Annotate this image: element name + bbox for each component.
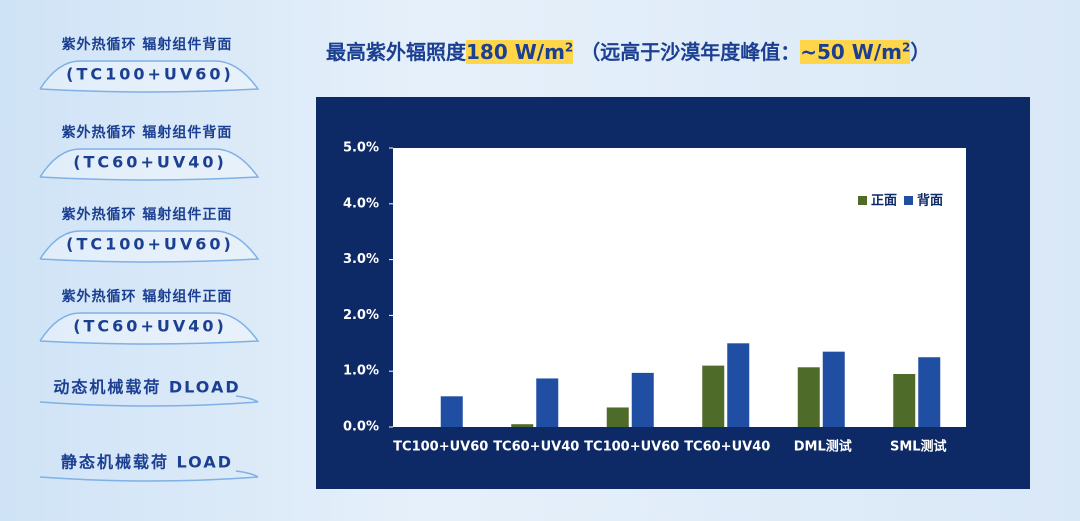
x-tick-label: DML测试 xyxy=(794,439,852,455)
x-tick-label: TC100+UV60 xyxy=(393,440,488,455)
bar xyxy=(893,373,916,427)
pill xyxy=(39,395,259,407)
title-text: 180 W/m xyxy=(466,40,565,64)
title-highlight: ~50 W/m2 xyxy=(800,40,911,64)
y-tick-label: 4.0% xyxy=(343,196,379,211)
sidebar-title: 静态机械载荷 LOAD xyxy=(61,453,233,472)
sidebar: 紫外热循环 辐射组件背面 (TC100+UV60) 紫外热循环 辐射组件背面 (TC6… xyxy=(39,36,260,482)
sidebar-label: (TC100+UV60) xyxy=(66,65,234,84)
x-tick-label: TC60+UV40 xyxy=(684,440,770,455)
legend-label: 正面 xyxy=(871,194,897,209)
bar xyxy=(511,424,534,427)
pill xyxy=(39,470,259,482)
title: 最高紫外辐照度180 W/m2 （远高于沙漠年度峰值：~50 W/m2） xyxy=(326,36,930,65)
bar xyxy=(727,343,750,427)
legend-swatch xyxy=(904,196,913,205)
pill xyxy=(39,148,260,181)
title-text: （远高于沙漠年度峰值： xyxy=(573,40,801,64)
bar xyxy=(797,367,820,427)
title-sup: 2 xyxy=(902,40,911,55)
sidebar-title: 紫外热循环 辐射组件正面 xyxy=(62,206,233,223)
sidebar-label: (TC100+UV60) xyxy=(66,235,234,254)
bar xyxy=(631,372,654,427)
sidebar-label: (TC60+UV40) xyxy=(73,153,227,172)
bar xyxy=(606,407,629,427)
title-text: 最高紫外辐照度 xyxy=(326,40,466,64)
pill xyxy=(39,230,260,263)
bar xyxy=(440,396,463,427)
bar xyxy=(822,351,845,427)
sidebar-label: (TC60+UV40) xyxy=(73,317,227,336)
legend-swatch xyxy=(858,196,867,205)
title-highlight: 180 W/m2 xyxy=(466,40,574,64)
y-tick-label: 0.0% xyxy=(343,420,379,435)
y-tick-label: 2.0% xyxy=(343,308,379,323)
bar xyxy=(918,357,941,427)
x-tick-label: TC100+UV60 xyxy=(584,440,679,455)
x-tick-label: TC60+UV40 xyxy=(493,440,579,455)
title-text: ~50 W/m xyxy=(800,40,903,64)
y-tick-label: 5.0% xyxy=(343,141,379,156)
title-sup: 2 xyxy=(564,40,574,55)
sidebar-title: 紫外热循环 辐射组件正面 xyxy=(62,288,233,305)
y-tick-label: 1.0% xyxy=(343,364,379,379)
bar xyxy=(702,365,725,427)
bar xyxy=(536,378,559,427)
sidebar-title: 紫外热循环 辐射组件背面 xyxy=(62,124,233,141)
sidebar-title: 紫外热循环 辐射组件背面 xyxy=(62,36,233,53)
y-tick-label: 3.0% xyxy=(343,252,379,267)
pill xyxy=(39,312,260,345)
title-text: ） xyxy=(910,40,931,64)
plot-area xyxy=(393,148,966,427)
pill xyxy=(39,60,260,93)
sidebar-title: 动态机械载荷 DLOAD xyxy=(53,378,240,397)
legend-label: 背面 xyxy=(917,193,943,209)
x-tick-label: SML测试 xyxy=(890,439,947,455)
